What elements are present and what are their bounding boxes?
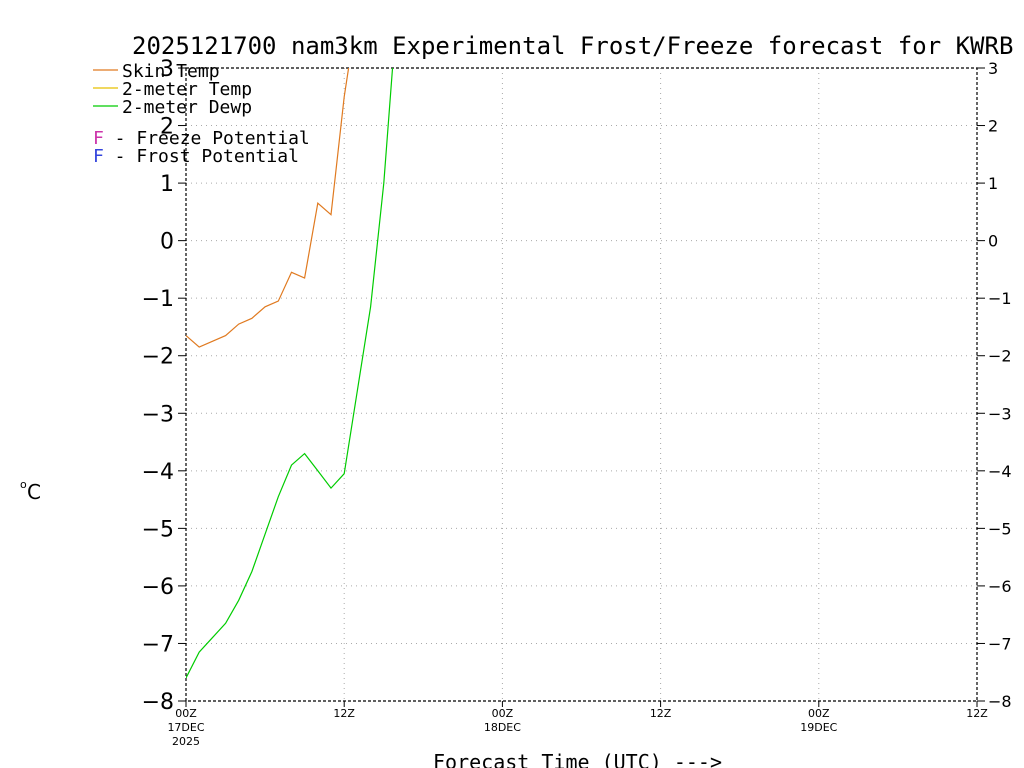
legend-symbol-entry-0: F - Freeze Potential <box>93 128 310 149</box>
grid-lines <box>186 68 977 701</box>
y-tick-label-left-1: 2 <box>160 115 174 140</box>
legend-symbol-entry-1: F - Frost Potential <box>93 146 299 167</box>
x-tick-label-1: 12Z <box>333 707 355 720</box>
y-tick-label-right-8: −5 <box>988 519 1012 538</box>
legend-symbol-text-1: - Frost Potential <box>104 146 299 167</box>
y-tick-label-right-2: 1 <box>988 174 998 193</box>
y-tick-label-right-0: 3 <box>988 59 998 78</box>
y-tick-label-right-1: 2 <box>988 117 998 136</box>
y-tick-label-left-6: −3 <box>142 402 174 427</box>
legend-label-skin-temp: Skin Temp <box>122 61 220 82</box>
legend-symbol-1: F <box>93 146 104 167</box>
legend-label-2-meter-dewp: 2-meter Dewp <box>122 97 252 118</box>
legend-symbol-0: F <box>93 128 104 149</box>
legend-label-2-meter-temp: 2-meter Temp <box>122 79 252 100</box>
y-tick-label-right-6: −3 <box>988 404 1012 423</box>
plot-frame <box>185 67 978 702</box>
y-tick-label-right-3: 0 <box>988 232 998 251</box>
y-tick-label-left-7: −4 <box>142 460 174 485</box>
chart-title: 2025121700 nam3km Experimental Frost/Fre… <box>132 32 1013 60</box>
y-tick-label-right-5: −2 <box>988 347 1012 366</box>
y-tick-label-left-0: 3 <box>160 57 174 82</box>
x-tick-label-2: 00Z <box>492 707 514 720</box>
x-tick-label-4: 00Z <box>808 707 830 720</box>
y-tick-label-left-2: 1 <box>160 172 174 197</box>
y-tick-label-left-3: 0 <box>160 230 174 255</box>
y-axis-label: o C <box>20 478 41 504</box>
x-tick-label-0: 00Z <box>175 707 197 720</box>
x-tick-date-0: 17DEC <box>167 721 204 734</box>
y-axis-label-unit: C <box>27 480 41 504</box>
y-tick-label-left-10: −7 <box>142 632 174 657</box>
y-tick-label-right-4: −1 <box>988 289 1012 308</box>
legend-symbol-text-0: - Freeze Potential <box>104 128 310 149</box>
x-tick-label-3: 12Z <box>650 707 672 720</box>
y-tick-label-right-9: −6 <box>988 577 1012 596</box>
y-tick-label-right-7: −4 <box>988 462 1012 481</box>
y-tick-label-left-11: −8 <box>142 690 174 715</box>
x-tick-date-2: 18DEC <box>484 721 521 734</box>
y-tick-label-left-8: −5 <box>142 517 174 542</box>
y-tick-label-right-10: −7 <box>988 634 1012 653</box>
series-layer <box>186 68 394 679</box>
axis-ticks: 3 3 2 2 1 1 0 0 −1 −1 −2 −2 −3 −3 −4 −4 −5 −5 −6 −6 −7 −7 −8 −8… <box>142 57 1012 748</box>
y-tick-label-right-11: −8 <box>988 692 1012 711</box>
x-tick-year-0: 2025 <box>172 735 200 748</box>
y-tick-label-left-5: −2 <box>142 345 174 370</box>
y-axis-label-degree: o <box>20 478 27 491</box>
series-line-2-meter-dewp <box>186 68 394 679</box>
y-tick-label-left-4: −1 <box>142 287 174 312</box>
x-tick-label-5: 12Z <box>966 707 988 720</box>
x-axis-label: Forecast Time (UTC) ---> <box>433 750 722 768</box>
series-line-skin-temp <box>186 68 350 348</box>
y-tick-label-left-9: −6 <box>142 575 174 600</box>
x-tick-date-4: 19DEC <box>800 721 837 734</box>
